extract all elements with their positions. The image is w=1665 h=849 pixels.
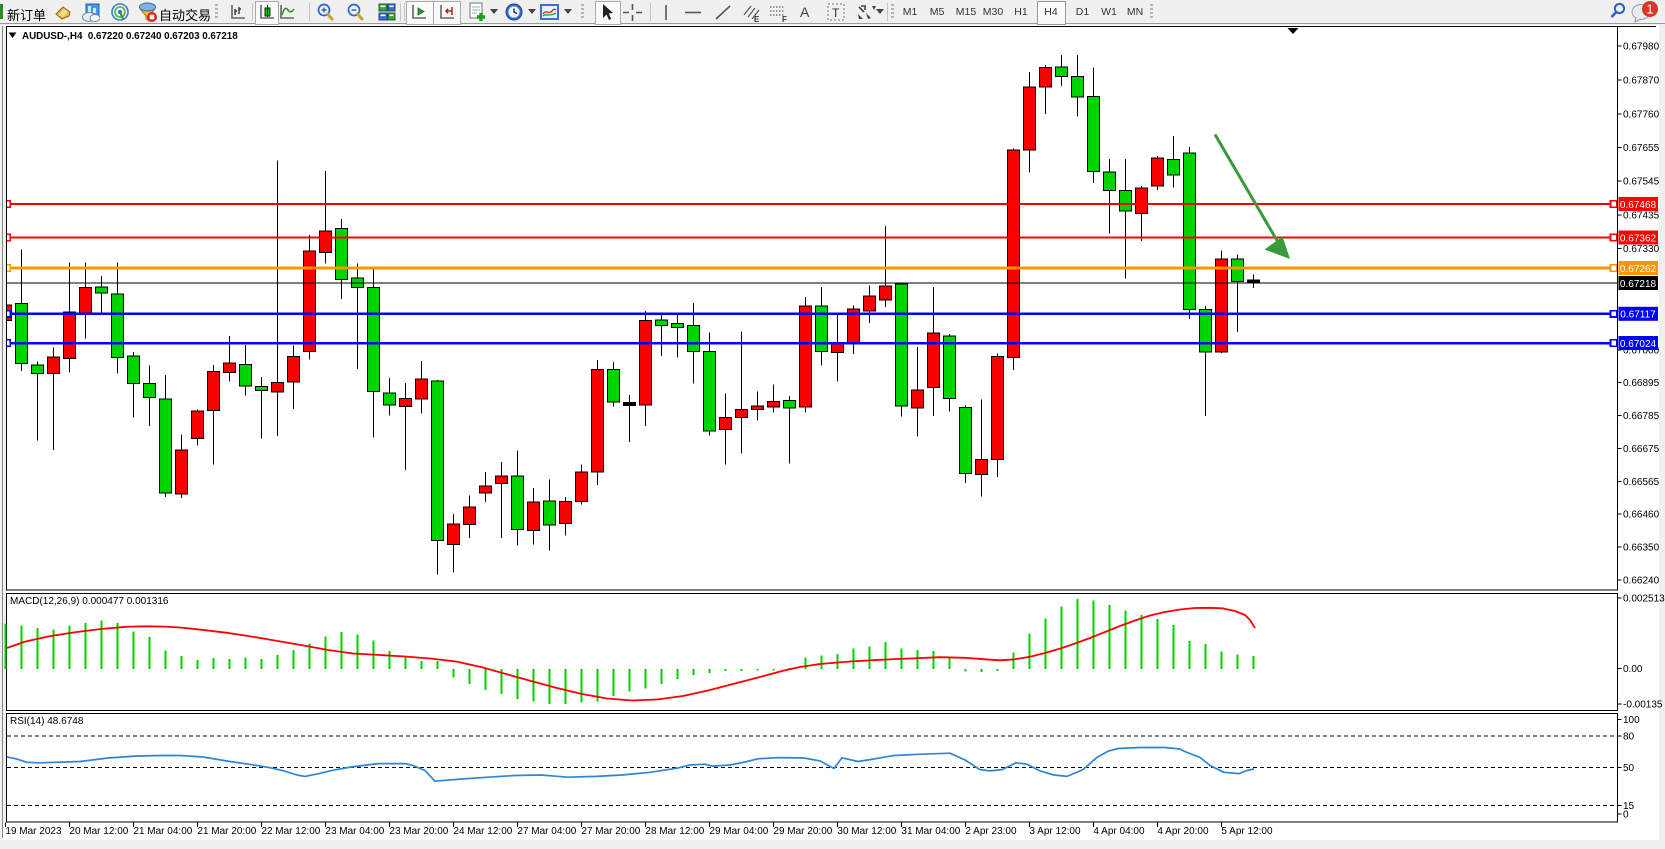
svg-text:3 Apr 12:00: 3 Apr 12:00 — [1029, 826, 1081, 837]
svg-text:21 Mar 04:00: 21 Mar 04:00 — [133, 826, 192, 837]
svg-text:0.66460: 0.66460 — [1623, 510, 1660, 521]
svg-text:0.67760: 0.67760 — [1623, 110, 1660, 121]
svg-text:50: 50 — [1623, 763, 1635, 774]
svg-text:1: 1 — [1646, 2, 1653, 17]
svg-text:0.66895: 0.66895 — [1623, 378, 1660, 389]
svg-text:0.00: 0.00 — [1623, 664, 1643, 675]
svg-text:0.66350: 0.66350 — [1623, 543, 1660, 554]
svg-text:27 Mar 20:00: 27 Mar 20:00 — [581, 826, 640, 837]
svg-text:F: F — [782, 15, 787, 23]
svg-text:0.67330: 0.67330 — [1623, 244, 1660, 255]
svg-text:0.66785: 0.66785 — [1623, 411, 1660, 422]
svg-text:5 Apr 12:00: 5 Apr 12:00 — [1221, 826, 1273, 837]
svg-text:T: T — [832, 6, 840, 20]
svg-text:28 Mar 12:00: 28 Mar 12:00 — [645, 826, 704, 837]
svg-text:30 Mar 12:00: 30 Mar 12:00 — [837, 826, 896, 837]
svg-text:0.67117: 0.67117 — [1620, 310, 1656, 321]
svg-text:RSI(14) 48.6748: RSI(14) 48.6748 — [10, 716, 84, 727]
svg-text:15: 15 — [1623, 801, 1635, 812]
svg-text:AUDUSD-,H4 0.67220 0.67240 0.: AUDUSD-,H4 0.67220 0.67240 0.67203 0.672… — [22, 31, 238, 42]
svg-text:2 Apr 23:00: 2 Apr 23:00 — [965, 826, 1017, 837]
svg-text:-0.00135: -0.00135 — [1623, 700, 1663, 711]
svg-text:80: 80 — [1623, 732, 1635, 743]
svg-text:0: 0 — [1623, 809, 1629, 820]
svg-text:31 Mar 04:00: 31 Mar 04:00 — [901, 826, 960, 837]
svg-text:100: 100 — [1623, 715, 1640, 726]
svg-text:0.67000: 0.67000 — [1623, 346, 1660, 357]
svg-text:0.66240: 0.66240 — [1623, 576, 1660, 587]
svg-text:21 Mar 20:00: 21 Mar 20:00 — [197, 826, 256, 837]
svg-text:0.67468: 0.67468 — [1620, 200, 1657, 211]
svg-text:0.67545: 0.67545 — [1623, 177, 1660, 188]
svg-text:19 Mar 2023: 19 Mar 2023 — [5, 826, 62, 837]
svg-text:22 Mar 12:00: 22 Mar 12:00 — [261, 826, 320, 837]
svg-text:4 Apr 04:00: 4 Apr 04:00 — [1093, 826, 1145, 837]
svg-text:29 Mar 04:00: 29 Mar 04:00 — [709, 826, 768, 837]
svg-text:4 Apr 20:00: 4 Apr 20:00 — [1157, 826, 1209, 837]
svg-text:0.67870: 0.67870 — [1623, 76, 1660, 87]
svg-text:E: E — [754, 15, 760, 23]
svg-text:0.002513: 0.002513 — [1623, 594, 1665, 605]
svg-text:0.67262: 0.67262 — [1620, 264, 1657, 275]
svg-text:0.67435: 0.67435 — [1623, 211, 1660, 222]
svg-text:24 Mar 12:00: 24 Mar 12:00 — [453, 826, 512, 837]
svg-text:0.67980: 0.67980 — [1623, 42, 1660, 53]
svg-text:0.66675: 0.66675 — [1623, 444, 1660, 455]
svg-text:27 Mar 04:00: 27 Mar 04:00 — [517, 826, 576, 837]
svg-text:0.67024: 0.67024 — [1620, 339, 1657, 350]
svg-text:0.67218: 0.67218 — [1620, 279, 1657, 290]
svg-text:MACD(12,26,9) 0.000477 0.00131: MACD(12,26,9) 0.000477 0.001316 — [10, 596, 169, 607]
svg-text:0.67655: 0.67655 — [1623, 143, 1660, 154]
svg-text:0.66565: 0.66565 — [1623, 477, 1660, 488]
svg-text:29 Mar 20:00: 29 Mar 20:00 — [773, 826, 832, 837]
svg-text:23 Mar 04:00: 23 Mar 04:00 — [325, 826, 384, 837]
svg-text:20 Mar 12:00: 20 Mar 12:00 — [69, 826, 128, 837]
svg-text:0.67362: 0.67362 — [1620, 233, 1657, 244]
svg-text:23 Mar 20:00: 23 Mar 20:00 — [389, 826, 448, 837]
